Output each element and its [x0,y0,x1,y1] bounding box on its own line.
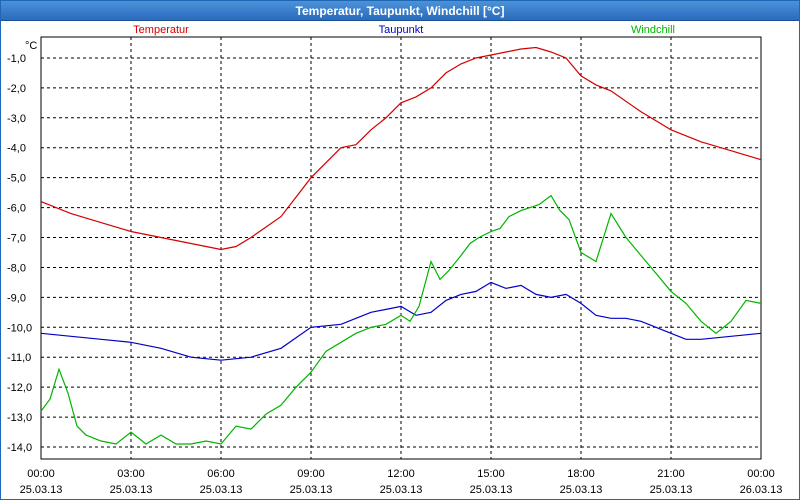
x-tick-time: 15:00 [477,468,505,480]
x-tick-date: 25.03.13 [470,484,513,496]
x-tick-date: 25.03.13 [20,484,63,496]
y-tick-label: -5,0 [7,173,26,185]
series-line-windchill [40,194,762,445]
legend-windchill: Windchill [631,24,675,36]
x-tick-date: 25.03.13 [200,484,243,496]
x-tick-time: 12:00 [387,468,415,480]
x-tick-time: 03:00 [117,468,145,480]
x-tick-date: 25.03.13 [650,484,693,496]
x-tick-date: 25.03.13 [290,484,333,496]
x-tick-time: 18:00 [567,468,595,480]
y-axis-unit: °C [25,40,37,52]
y-tick-label: -2,0 [7,83,26,95]
x-tick-date: 25.03.13 [560,484,603,496]
x-tick-time: 09:00 [297,468,325,480]
window-title: Temperatur, Taupunkt, Windchill [°C] [295,3,505,18]
series-line-temperatur [40,46,762,251]
x-tick-time: 00:00 [747,468,775,480]
x-tick-date: 25.03.13 [380,484,423,496]
x-tick-time: 21:00 [657,468,685,480]
title-bar: Temperatur, Taupunkt, Windchill [°C] [1,1,799,21]
y-tick-label: -1,0 [7,53,26,65]
y-tick-label: -8,0 [7,262,26,274]
series-line-taupunkt [40,281,762,361]
y-tick-label: -12,0 [7,382,32,394]
y-tick-label: -7,0 [7,233,26,245]
y-tick-label: -14,0 [7,442,32,454]
y-tick-label: -13,0 [7,412,32,424]
x-tick-time: 06:00 [207,468,235,480]
x-tick-date: 26.03.13 [740,484,783,496]
y-tick-label: -3,0 [7,113,26,125]
x-tick-date: 25.03.13 [110,484,153,496]
y-tick-label: -11,0 [7,352,31,364]
legend-taupunkt: Taupunkt [379,24,424,36]
x-tick-time: 00:00 [27,468,55,480]
line-chart: -1,0 -2,0 -3,0 -4,0 -5,0 -6,0 -7,0 -8,0 -9,0 -10,… [7,24,783,496]
legend-temperatur: Temperatur [133,24,189,36]
y-tick-label: -9,0 [7,292,26,304]
y-tick-label: -4,0 [7,143,26,155]
y-tick-label: -6,0 [7,203,26,215]
plot-frame [40,36,762,460]
y-tick-label: -10,0 [7,322,32,334]
